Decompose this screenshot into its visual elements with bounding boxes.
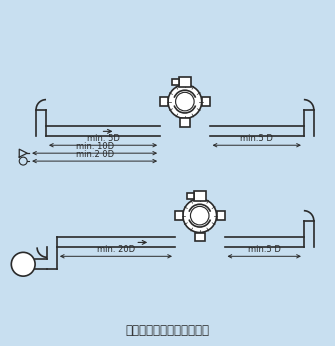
Bar: [179, 77, 191, 87]
Circle shape: [168, 85, 202, 118]
Bar: [194, 191, 206, 201]
Bar: [217, 211, 224, 220]
Bar: [187, 193, 194, 199]
Text: 弯管、阀门和泵之间的安装: 弯管、阀门和泵之间的安装: [125, 324, 209, 337]
Text: min. 20D: min. 20D: [97, 245, 135, 254]
Text: min.5 D: min.5 D: [248, 245, 281, 254]
Text: min.5 D: min.5 D: [240, 134, 273, 143]
Text: min. 5D: min. 5D: [87, 134, 120, 143]
Bar: [195, 233, 205, 242]
Circle shape: [11, 252, 35, 276]
Bar: [180, 118, 190, 127]
Text: min. 10D: min. 10D: [76, 142, 114, 151]
Bar: [202, 97, 210, 106]
Bar: [175, 211, 183, 220]
Bar: [160, 97, 168, 106]
Circle shape: [183, 199, 217, 233]
Text: min.2 0D: min.2 0D: [76, 150, 114, 159]
Bar: [172, 79, 179, 85]
